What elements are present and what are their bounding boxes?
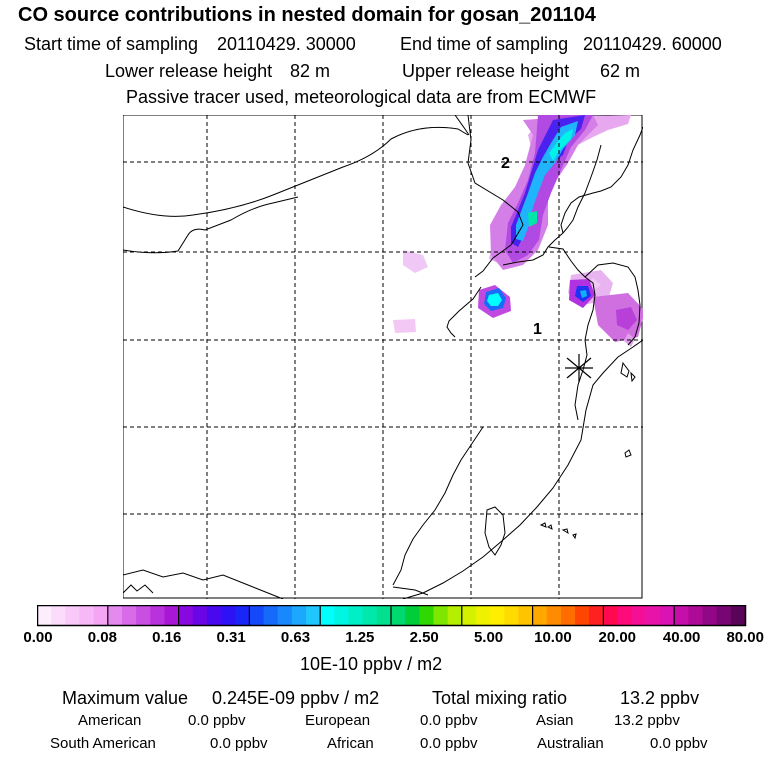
colorbar-cell (645, 606, 661, 625)
colorbar-cell (93, 606, 109, 625)
colorbar-cell (391, 606, 406, 625)
start-time-label: Start time of sampling (24, 34, 199, 54)
colorbar-tick: 0.31 (216, 629, 246, 646)
note-line: Passive tracer used, meteorological data… (126, 87, 597, 107)
colorbar-cell (291, 606, 307, 625)
colorbar-cell (532, 606, 548, 625)
colorbar-cell (348, 606, 364, 625)
region-value-african: 0.0 ppbv (420, 735, 478, 752)
region-value-south-american: 0.0 ppbv (210, 735, 268, 752)
colorbar-tick: 0.63 (280, 629, 311, 646)
max-value-label: Maximum value (62, 688, 189, 708)
colorbar-cell (490, 606, 505, 625)
end-time-label: End time of sampling (400, 34, 569, 54)
colorbar-cell (362, 606, 378, 625)
region-name-australian: Australian (537, 735, 604, 752)
colorbar-cell (504, 606, 520, 625)
colorbar-cell (235, 606, 250, 625)
max-value: 0.245E-09 ppbv / m2 (212, 688, 380, 708)
colorbar-cell (617, 606, 633, 625)
colorbar-cell (206, 606, 222, 625)
colorbar-tick: 0.00 (23, 629, 53, 646)
total-mixing-value: 13.2 ppbv (620, 688, 700, 708)
page-title: CO source contributions in nested domain… (18, 4, 596, 26)
colorbar-cell (660, 606, 675, 625)
map-marker-1: 1 (533, 321, 542, 338)
upper-release-value: 62 m (600, 61, 641, 81)
concentration-plume (393, 115, 643, 347)
colorbar-cell (461, 606, 477, 625)
colorbar-cell (320, 606, 335, 625)
colorbar-cell (730, 606, 746, 625)
region-value-american: 0.0 ppbv (188, 712, 246, 729)
coastlines (123, 115, 643, 599)
colorbar-cell (702, 606, 718, 625)
colorbar-cell (79, 606, 95, 625)
colorbar-cell (405, 606, 420, 625)
colorbar-cell (475, 606, 491, 625)
colorbar-cell (589, 606, 604, 625)
lower-release-label: Lower release height (105, 61, 273, 81)
upper-release-label: Upper release height (402, 61, 570, 81)
region-name-american: American (78, 712, 142, 729)
region-name-african: African (327, 735, 374, 752)
colorbar-tick: 0.08 (87, 629, 117, 646)
map-marker-2: 2 (501, 155, 510, 172)
start-time-value: 20110429. 30000 (217, 34, 356, 54)
colorbar-cell (603, 606, 619, 625)
region-name-asian: Asian (536, 712, 574, 729)
region-value-european: 0.0 ppbv (420, 712, 478, 729)
colorbar-cell (419, 606, 435, 625)
colorbar-cell (178, 606, 194, 625)
colorbar-tick: 5.00 (473, 629, 504, 646)
colorbar-frame (37, 605, 747, 627)
region-value-asian: 13.2 ppbv (614, 712, 680, 729)
colorbar-cell (277, 606, 293, 625)
colorbar-cell (37, 606, 52, 625)
colorbar-cell (575, 606, 590, 625)
colorbar-tick: 2.50 (409, 629, 439, 646)
colorbar-tick: 10.00 (534, 629, 572, 646)
colorbar-cell (560, 606, 576, 625)
colorbar-cell (631, 606, 647, 625)
colorbar-cell (674, 606, 689, 625)
colorbar-tick: 0.16 (152, 629, 182, 646)
colorbar-cell (221, 606, 236, 625)
colorbar-tick: 1.25 (345, 629, 375, 646)
colorbar-cell (192, 606, 208, 625)
colorbar-cell (447, 606, 463, 625)
colorbar-cell (150, 606, 166, 625)
colorbar-cell (716, 606, 732, 625)
asterisk-station-icon (565, 354, 593, 382)
end-time-value: 20110429. 60000 (583, 34, 722, 54)
colorbar-cell (334, 606, 350, 625)
colorbar-cell (433, 606, 449, 625)
map-panel: 2 1 (123, 115, 643, 599)
region-name-south-american: South American (50, 735, 156, 752)
colorbar-cell (164, 606, 180, 625)
colorbar-cell (546, 606, 562, 625)
colorbar-cell (65, 606, 81, 625)
colorbar-cell (107, 606, 123, 625)
lower-release-value: 82 m (290, 61, 331, 81)
colorbar-tick: 40.00 (662, 629, 701, 646)
total-mixing-label: Total mixing ratio (432, 688, 568, 708)
region-value-australian: 0.0 ppbv (650, 735, 708, 752)
colorbar-cell (136, 606, 151, 625)
colorbar-cell (688, 606, 704, 625)
colorbar-cell (51, 606, 66, 625)
colorbar-cell (121, 606, 137, 625)
lat-lon-grid (123, 115, 643, 599)
colorbar-cell (306, 606, 321, 625)
colorbar-unit: 10E-10 ppbv / m2 (300, 654, 443, 674)
colorbar (37, 605, 747, 627)
colorbar-cell (376, 606, 392, 625)
colorbar-cell (249, 606, 265, 625)
colorbar-tick: 20.00 (598, 629, 637, 646)
colorbar-tick: 80.00 (726, 629, 764, 646)
region-name-european: European (305, 712, 371, 729)
colorbar-cell (263, 606, 279, 625)
colorbar-cell (518, 606, 534, 625)
